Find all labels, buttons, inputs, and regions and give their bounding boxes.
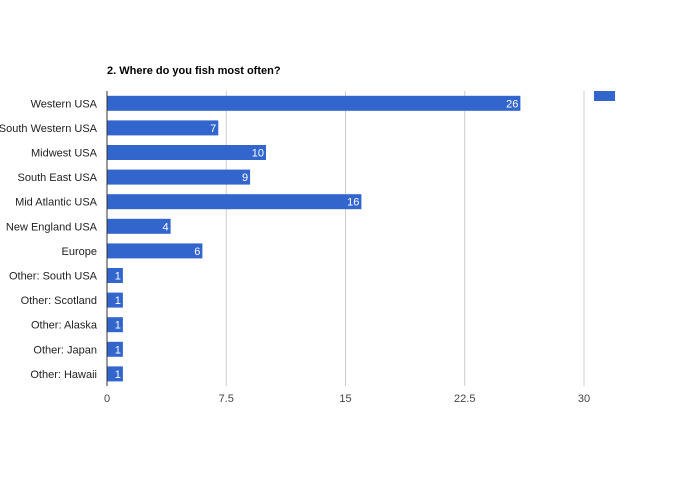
bar <box>107 145 266 160</box>
bar <box>107 169 251 185</box>
category-label: Europe <box>62 246 97 258</box>
bar <box>107 292 123 308</box>
category-label: Other: South USA <box>9 271 98 283</box>
x-tick-label: 0 <box>104 393 110 405</box>
data-label: 4 <box>162 221 168 233</box>
bar <box>107 243 203 259</box>
category-label: Other: Japan <box>33 344 97 356</box>
data-label: 1 <box>115 344 121 356</box>
data-label: 1 <box>115 320 121 332</box>
data-label: 26 <box>506 98 518 110</box>
category-label: Midwest USA <box>31 148 98 160</box>
x-tick-label: 7.5 <box>219 393 234 405</box>
data-label: 7 <box>210 123 216 135</box>
category-label: South Western USA <box>0 123 98 135</box>
data-label: 1 <box>115 295 121 307</box>
bars: 26 7 10 9 16 4 6 1 1 1 1 1 <box>107 95 521 382</box>
legend-swatch <box>594 91 615 101</box>
category-label: Western USA <box>31 98 98 110</box>
data-label: 9 <box>242 172 248 184</box>
x-axis-ticks: 0 7.5 15 22.5 30 <box>104 393 590 405</box>
data-label: 10 <box>252 148 264 160</box>
category-labels: Western USA South Western USA Midwest USA S… <box>0 98 98 381</box>
bar <box>107 366 123 382</box>
bar <box>107 120 219 136</box>
category-label: Other: Hawaii <box>30 369 97 381</box>
x-tick-label: 15 <box>339 393 351 405</box>
category-label: Other: Scotland <box>21 295 97 307</box>
category-label: South East USA <box>18 172 98 184</box>
bar <box>107 218 171 234</box>
bar <box>107 341 123 357</box>
category-label: Mid Atlantic USA <box>15 197 98 209</box>
x-tick-label: 30 <box>578 393 590 405</box>
chart-title: 2. Where do you fish most often? <box>107 65 281 77</box>
gridlines <box>225 91 585 386</box>
category-label: New England USA <box>6 221 98 233</box>
bar <box>107 268 123 283</box>
bar <box>107 95 521 111</box>
data-label: 1 <box>115 369 121 381</box>
data-label: 6 <box>194 246 200 258</box>
data-label: 16 <box>347 197 359 209</box>
bar <box>107 317 123 333</box>
x-tick-label: 22.5 <box>454 393 475 405</box>
bar <box>107 194 362 210</box>
category-label: Other: Alaska <box>31 320 98 332</box>
data-label: 1 <box>115 271 121 283</box>
